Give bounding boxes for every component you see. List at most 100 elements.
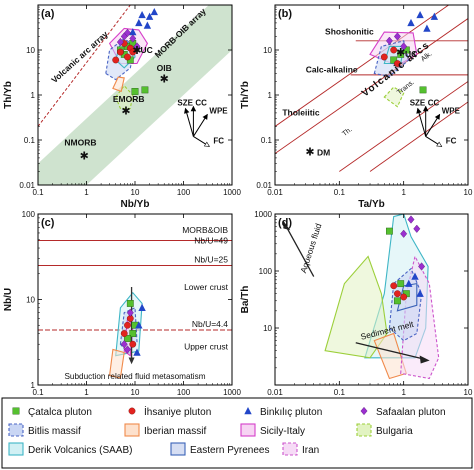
- binkilic-point: [416, 289, 424, 297]
- x-tick-label: 1000: [223, 388, 241, 397]
- y-tick-label: 0.01: [19, 181, 35, 190]
- ihsaniye-point: [394, 60, 401, 67]
- emorb-label: EMORB: [113, 94, 145, 104]
- aqueous-fluid-arrowhead: [283, 220, 291, 231]
- catalca-point: [419, 86, 427, 94]
- y-tick-label: 0.1: [24, 136, 36, 145]
- legend-item: Bitlis massif: [8, 423, 81, 437]
- uc-label: UC: [405, 49, 417, 59]
- reference-star: ✱: [132, 45, 141, 57]
- y-tick-label: 100: [22, 210, 36, 219]
- binkilic-point: [411, 272, 419, 280]
- legend-item: Safaalan pluton: [360, 406, 446, 418]
- catalca-point: [124, 335, 131, 342]
- y-axis-label: Th/Yb: [3, 81, 14, 109]
- vector-arrowhead: [436, 141, 443, 147]
- safaalan-point: [120, 340, 128, 349]
- binkilic-point: [430, 12, 439, 20]
- trans-label: Trans.: [396, 79, 416, 97]
- vector-line: [184, 108, 194, 137]
- safaalan-point: [124, 28, 131, 38]
- legend-item: Iberian massif: [124, 423, 206, 437]
- vector-arrowhead: [416, 107, 422, 114]
- legend-swatch: [124, 423, 140, 437]
- reference-star: ✱: [121, 106, 130, 118]
- morb-oib-label: MORB&OIB: [182, 225, 228, 235]
- legend-swatch: [240, 423, 256, 437]
- legend-item: Sicily-Italy: [240, 423, 305, 437]
- x-tick-label: 1: [401, 388, 406, 397]
- vector-arrowhead: [203, 141, 210, 147]
- safaalan-point: [385, 36, 393, 45]
- legend-item: Çatalca pluton: [12, 407, 92, 418]
- legend-label: Bitlis massif: [28, 426, 81, 437]
- legend-marker: [12, 407, 20, 415]
- dm-label: DM: [317, 148, 330, 158]
- vector-label-cc: CC: [195, 98, 207, 107]
- binkilic-point: [423, 24, 431, 32]
- legend-label: Derik Volcanics (SAAB): [28, 445, 132, 456]
- safaalan-point: [418, 262, 426, 271]
- volcanic-arc-array-label: Volcanic arc array: [49, 29, 110, 85]
- aqueous-fluid-label: Aqueous fluid: [298, 222, 324, 274]
- y-tick-label: 0.01: [256, 181, 272, 190]
- vector-label-wpe: WPE: [209, 106, 228, 115]
- catalca-point: [131, 88, 139, 95]
- oib-label: OIB: [157, 63, 172, 73]
- y-axis-label: Nb/U: [3, 288, 14, 311]
- vector-arrowhead: [190, 105, 197, 112]
- reference-star: ✱: [160, 74, 169, 86]
- metasomatism-label: Subduction related fluid metasomatism: [64, 372, 205, 381]
- safaalan-point: [124, 345, 131, 354]
- legend-label: Bulgaria: [376, 426, 413, 437]
- binkilic-point: [135, 18, 143, 27]
- x-tick-label: 10: [131, 188, 140, 197]
- legend-label: İhsaniye pluton: [144, 405, 211, 418]
- binkilic-point: [407, 18, 415, 27]
- x-tick-label: 0.1: [32, 188, 44, 197]
- x-tick-label: 10: [464, 388, 473, 397]
- panel-label: (b): [278, 8, 292, 20]
- vector-label-fc: FC: [213, 136, 224, 145]
- ihsaniye-point: [124, 321, 131, 329]
- x-tick-label: 10: [131, 388, 140, 397]
- x-tick-label: 1: [401, 188, 406, 197]
- binkilic-point: [138, 303, 146, 311]
- panel-b: ✱✱ShoshoniticCalc-alkalineTholeiiticVolc…: [240, 4, 473, 210]
- x-tick-label: 1: [84, 388, 89, 397]
- binkilic-point: [416, 10, 424, 19]
- sediment-melt-arrow: [355, 342, 426, 361]
- x-tick-label: 10: [464, 188, 473, 197]
- th-label: Th.: [341, 126, 353, 138]
- aqueous-fluid-arrow: [285, 226, 315, 277]
- boundary-line: [275, 5, 450, 127]
- y-tick-label: 0.1: [261, 136, 273, 145]
- iberian-region: [108, 348, 125, 379]
- binkilic-point: [129, 28, 137, 36]
- vector-arrowhead: [202, 113, 208, 120]
- binkilic-point: [405, 279, 413, 287]
- ihsaniye-point: [129, 48, 137, 56]
- legend-swatch: [356, 423, 372, 437]
- x-tick-label: 0.1: [32, 388, 44, 397]
- panel-label: (a): [41, 8, 55, 20]
- volcanic-arc-boundary: [38, 5, 131, 127]
- panel-label: (d): [278, 217, 292, 229]
- x-axis-label: Ta/Yb: [358, 199, 384, 210]
- safaalan-point: [407, 215, 415, 224]
- ihsaniye-point: [390, 46, 398, 54]
- ihsaniye-point: [390, 282, 398, 290]
- bulgaria-region: [383, 86, 405, 108]
- safaalan-point: [400, 42, 408, 51]
- x-tick-label: 100: [177, 388, 191, 397]
- legend-item: Derik Volcanics (SAAB): [8, 442, 132, 456]
- binkilic-point: [133, 348, 141, 356]
- nb-u-25-label: Nb/U=25: [194, 255, 228, 265]
- x-axis-label: Nb/Yb: [121, 199, 150, 210]
- safaalan-point: [413, 224, 421, 233]
- legend-marker: [128, 407, 136, 415]
- legend: Çatalca pluton İhsaniye pluton Binkılıç pl…: [1, 397, 473, 469]
